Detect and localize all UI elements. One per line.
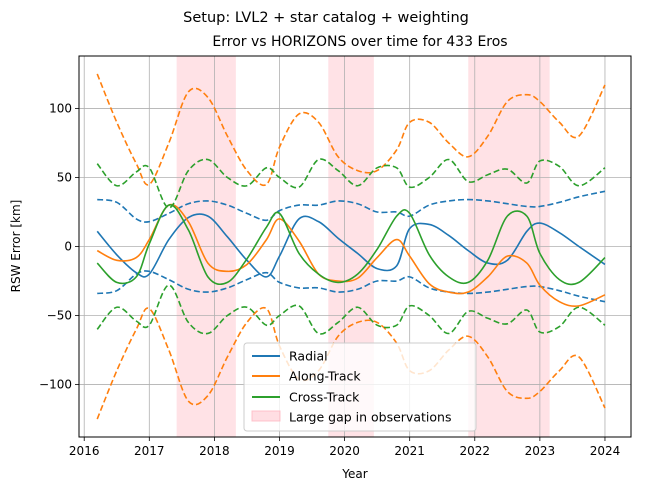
legend: Radial Along-Track Cross-Track Large gap… <box>243 342 477 432</box>
x-tick-label: 2016 <box>69 444 100 458</box>
series-cross-line <box>96 204 606 286</box>
x-tick-label: 2023 <box>525 444 556 458</box>
series-along-lower-bound <box>96 306 606 420</box>
legend-label-gap: Large gap in observations <box>289 410 451 425</box>
x-tick-label: 2019 <box>264 444 295 458</box>
y-tick-label: −100 <box>39 378 72 392</box>
x-tick-label: 2022 <box>460 444 491 458</box>
series-along-line <box>96 203 606 307</box>
x-tick-label: 2021 <box>394 444 425 458</box>
figure-suptitle: Setup: LVL2 + star catalog + weighting <box>183 10 469 26</box>
y-axis-label: RSW Error [km] <box>9 200 23 293</box>
x-tick-label: 2024 <box>590 444 621 458</box>
legend-frame <box>243 342 477 432</box>
series-radial-line <box>96 213 606 278</box>
x-tick-label: 2017 <box>134 444 165 458</box>
y-tick-label: −50 <box>47 309 72 323</box>
x-axis-label: Year <box>341 467 367 481</box>
legend-swatch-gap <box>251 410 281 422</box>
x-tick-label: 2018 <box>199 444 230 458</box>
legend-label-along: Along-Track <box>289 369 361 384</box>
series-lines <box>96 73 606 420</box>
y-tick-label: 0 <box>64 240 72 254</box>
y-tick-label: 50 <box>57 171 72 185</box>
y-tick-label: 100 <box>49 102 72 116</box>
series-along-upper-bound <box>96 73 606 187</box>
legend-label-cross: Cross-Track <box>289 390 360 405</box>
chart-title: Error vs HORIZONS over time for 433 Eros <box>212 34 507 50</box>
x-tick-label: 2020 <box>329 444 360 458</box>
axis-ticks: 2016 2017 2018 2019 2020 2021 2022 2023 2024 −100… <box>39 102 620 458</box>
series-radial-lower-bound <box>97 270 606 303</box>
legend-label-radial: Radial <box>289 349 328 364</box>
